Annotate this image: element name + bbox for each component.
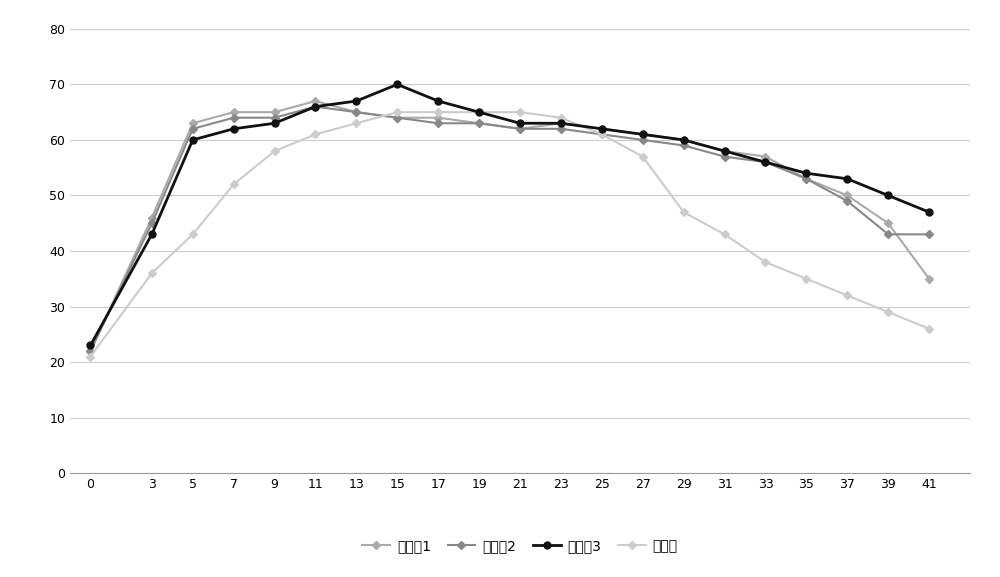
实施例3: [473, 108, 485, 115]
Legend: 实施例1, 实施例2, 实施例3, 对照组: 实施例1, 实施例2, 实施例3, 对照组: [357, 533, 683, 559]
对照组: [800, 275, 812, 282]
实施例3: [269, 120, 281, 127]
实施例1: [84, 347, 96, 354]
实施例3: [882, 192, 894, 199]
实施例2: [800, 175, 812, 182]
实施例3: [923, 209, 935, 216]
实施例2: [514, 125, 526, 132]
实施例1: [309, 98, 321, 104]
实施例1: [678, 137, 690, 144]
对照组: [596, 131, 608, 138]
实施例1: [391, 114, 403, 121]
实施例3: [432, 98, 444, 104]
Line: 对照组: 对照组: [88, 110, 932, 359]
实施例3: [309, 103, 321, 110]
实施例1: [596, 125, 608, 132]
实施例2: [187, 125, 199, 132]
实施例1: [637, 131, 649, 138]
实施例1: [841, 192, 853, 199]
Line: 实施例3: 实施例3: [87, 81, 933, 349]
实施例2: [678, 142, 690, 149]
实施例3: [514, 120, 526, 127]
实施例3: [228, 125, 240, 132]
对照组: [923, 325, 935, 332]
对照组: [678, 209, 690, 216]
对照组: [269, 148, 281, 155]
实施例3: [637, 131, 649, 138]
Line: 实施例1: 实施例1: [88, 98, 932, 354]
实施例1: [350, 108, 362, 115]
实施例2: [391, 114, 403, 121]
实施例2: [759, 159, 771, 166]
实施例3: [596, 125, 608, 132]
实施例1: [269, 108, 281, 115]
实施例3: [678, 137, 690, 144]
实施例1: [923, 275, 935, 282]
对照组: [432, 108, 444, 115]
实施例2: [637, 137, 649, 144]
实施例1: [882, 220, 894, 227]
实施例2: [555, 125, 567, 132]
实施例3: [391, 81, 403, 88]
实施例2: [473, 120, 485, 127]
实施例2: [146, 220, 158, 227]
实施例1: [719, 148, 731, 155]
对照组: [350, 120, 362, 127]
实施例2: [309, 103, 321, 110]
实施例2: [350, 108, 362, 115]
实施例2: [269, 114, 281, 121]
实施例3: [841, 175, 853, 182]
实施例1: [800, 175, 812, 182]
Line: 实施例2: 实施例2: [88, 104, 932, 354]
实施例2: [882, 231, 894, 238]
对照组: [719, 231, 731, 238]
对照组: [309, 131, 321, 138]
实施例3: [759, 159, 771, 166]
对照组: [473, 108, 485, 115]
对照组: [84, 353, 96, 360]
实施例1: [187, 120, 199, 127]
实施例3: [719, 148, 731, 155]
对照组: [187, 231, 199, 238]
对照组: [555, 114, 567, 121]
实施例1: [514, 125, 526, 132]
实施例2: [596, 131, 608, 138]
对照组: [391, 108, 403, 115]
对照组: [228, 181, 240, 188]
实施例3: [800, 170, 812, 177]
实施例1: [473, 120, 485, 127]
实施例1: [759, 153, 771, 160]
实施例2: [84, 347, 96, 354]
实施例3: [555, 120, 567, 127]
对照组: [146, 270, 158, 277]
实施例2: [228, 114, 240, 121]
实施例3: [350, 98, 362, 104]
实施例2: [841, 197, 853, 204]
对照组: [514, 108, 526, 115]
对照组: [759, 258, 771, 265]
实施例1: [146, 214, 158, 221]
实施例2: [719, 153, 731, 160]
实施例3: [84, 342, 96, 349]
对照组: [841, 292, 853, 299]
对照组: [882, 309, 894, 316]
实施例1: [555, 120, 567, 127]
实施例3: [146, 231, 158, 238]
实施例1: [432, 114, 444, 121]
对照组: [637, 153, 649, 160]
实施例3: [187, 137, 199, 144]
实施例2: [432, 120, 444, 127]
实施例2: [923, 231, 935, 238]
实施例1: [228, 108, 240, 115]
